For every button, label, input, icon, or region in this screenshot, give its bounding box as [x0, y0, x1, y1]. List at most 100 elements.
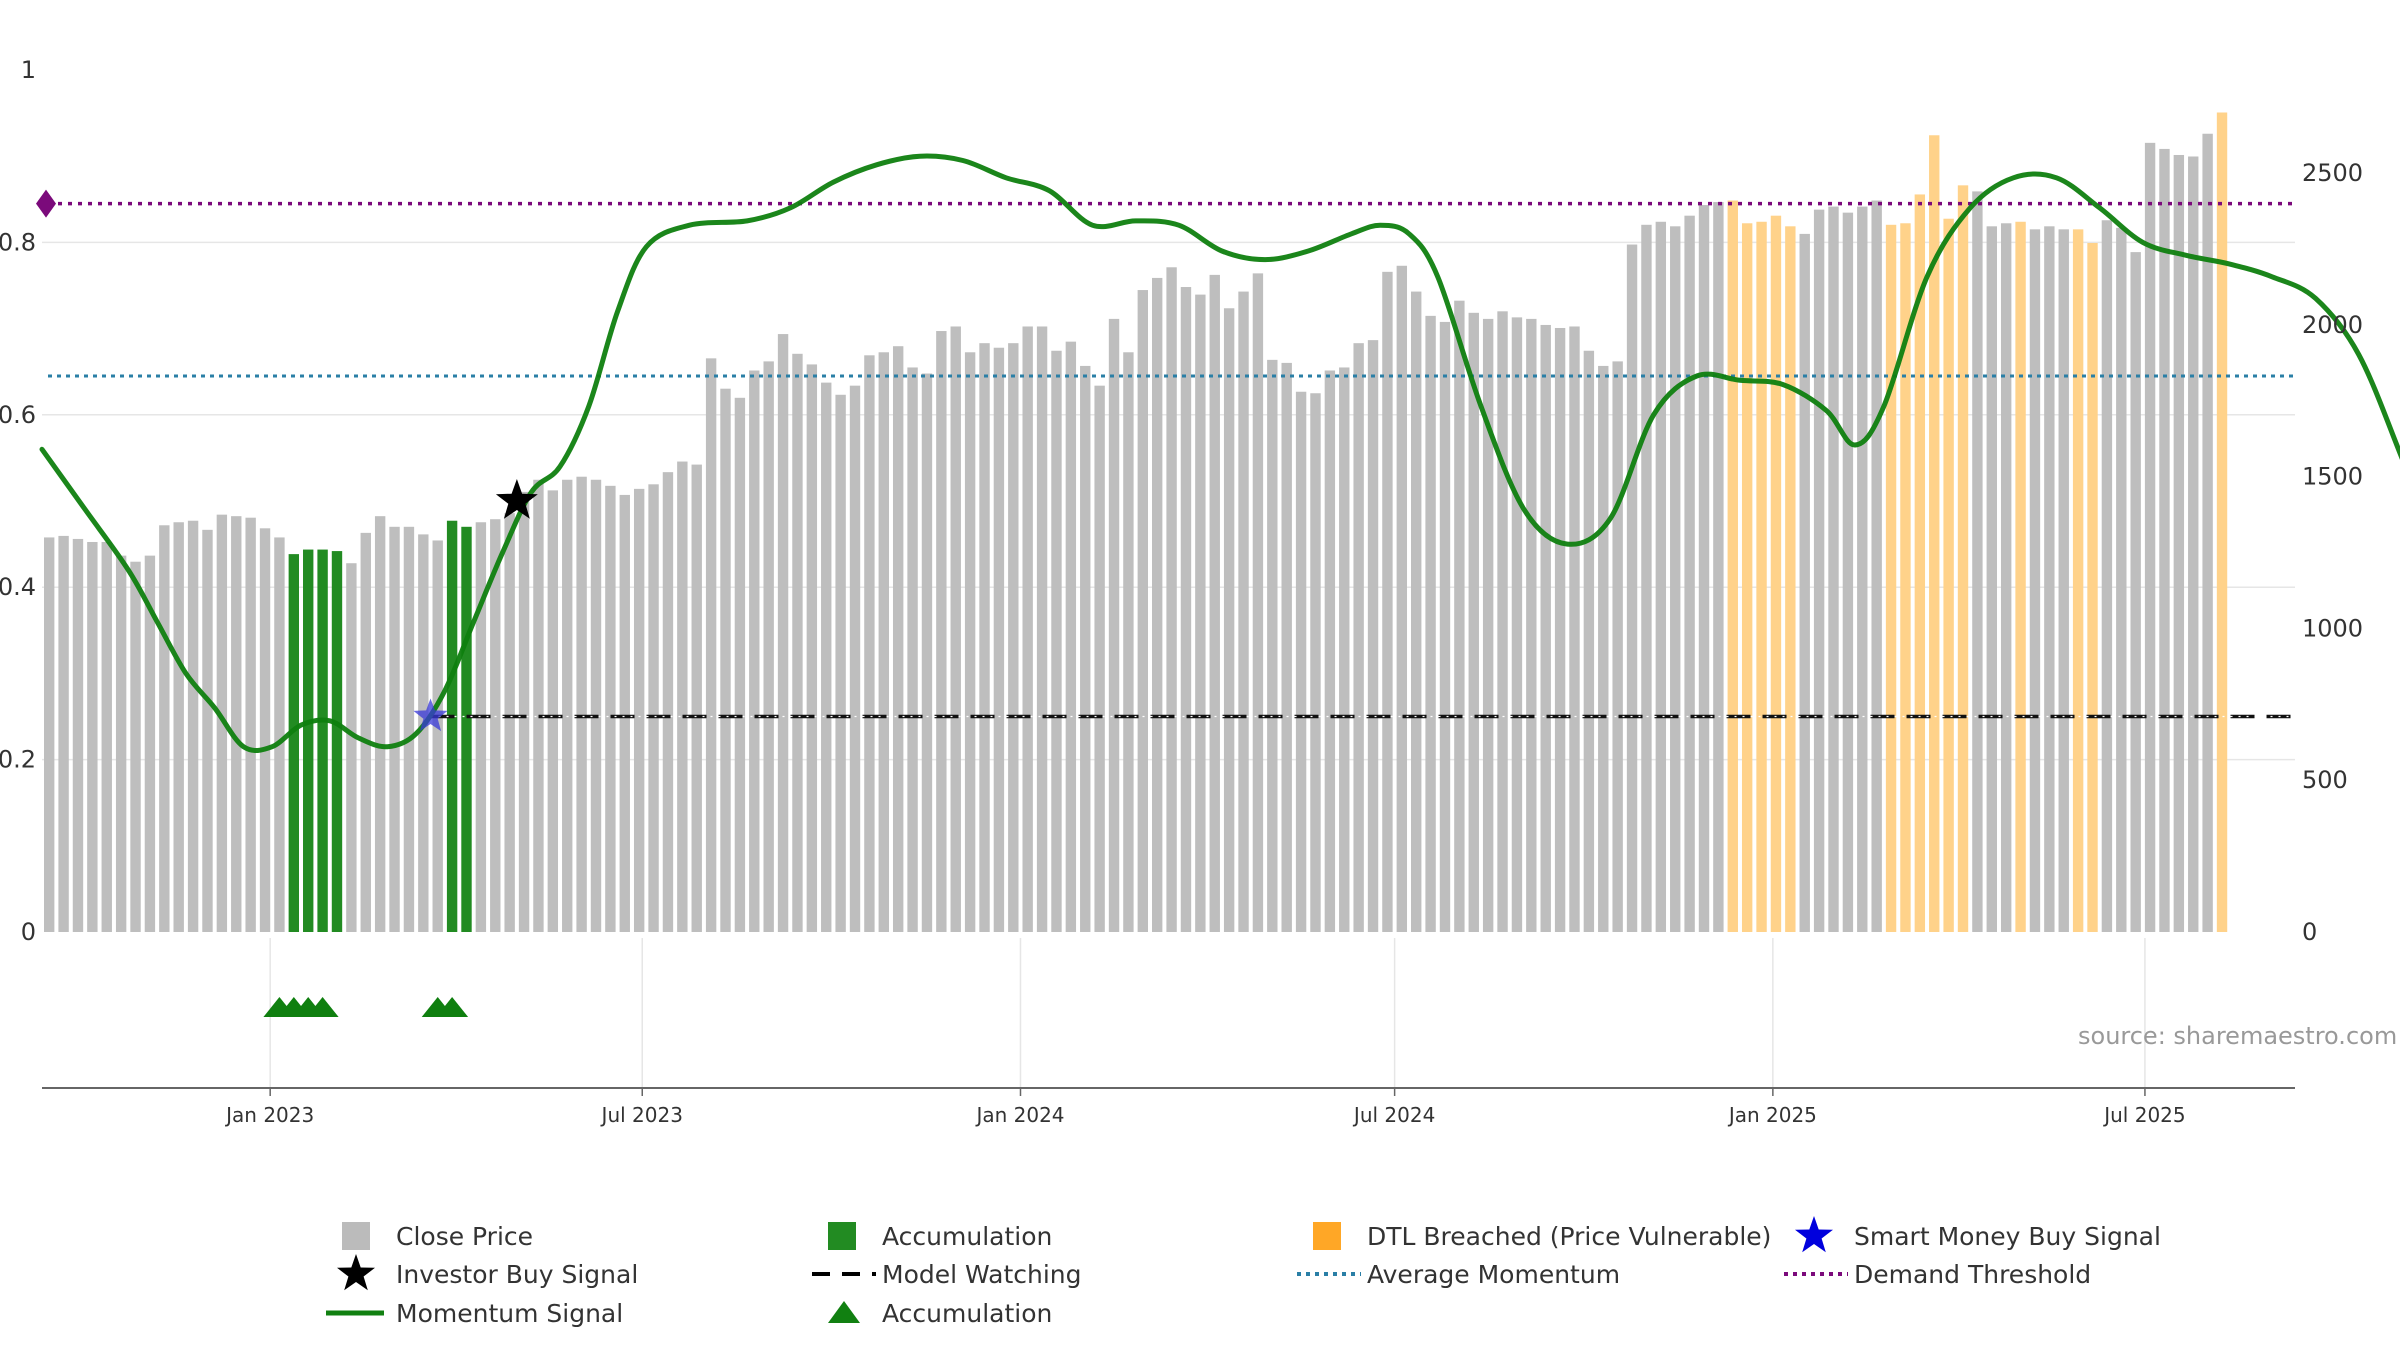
- price-bar: [1468, 312, 1479, 932]
- price-bar: [1022, 326, 1033, 932]
- left-tick-label: 0: [21, 918, 36, 946]
- signal-markers-layer: [263, 479, 538, 1017]
- legend-symbol-star: [337, 1254, 375, 1291]
- price-bar: [1497, 311, 1508, 932]
- price-bar: [979, 343, 990, 932]
- legend-symbol-star: [1795, 1216, 1833, 1253]
- price-bar: [1209, 274, 1220, 932]
- price-bar: [1972, 191, 1983, 932]
- price-bar: [993, 347, 1005, 933]
- price-bar: [518, 491, 530, 932]
- price-bar: [950, 326, 961, 932]
- price-bar: [1871, 200, 1882, 932]
- accumulation-bar: [446, 520, 458, 932]
- price-bar: [1238, 291, 1249, 932]
- price-bar: [1353, 343, 1364, 932]
- accumulation-bar: [303, 549, 314, 932]
- price-bar: [1698, 205, 1710, 932]
- price-bar: [705, 358, 717, 932]
- price-bar: [662, 472, 674, 932]
- price-bar: [677, 461, 688, 932]
- dtl-breached-bar: [2216, 112, 2228, 932]
- price-bar: [1108, 318, 1120, 932]
- price-bar: [475, 522, 487, 932]
- price-bar: [44, 537, 55, 932]
- axes-layer: 0 0.2 0.4 0.6 0.8 1 0 500 1000 1500 2000 2500 Jan 20…: [0, 56, 2363, 1127]
- legend-item: Average Momentum: [1297, 1260, 1620, 1289]
- price-bar: [2202, 133, 2213, 932]
- price-bar: [1569, 326, 1580, 932]
- price-bar: [374, 516, 386, 932]
- dtl-breached-bar: [2015, 221, 2026, 932]
- accumulation-triangle: [306, 997, 339, 1017]
- price-bar: [792, 353, 803, 933]
- price-bar: [936, 331, 947, 932]
- price-bar: [921, 373, 933, 932]
- price-bar: [1411, 291, 1422, 932]
- price-bar: [1267, 359, 1278, 932]
- legend-item: Investor Buy Signal: [337, 1254, 638, 1291]
- source-credit: source: sharemaestro.com: [2078, 1022, 2397, 1050]
- price-bar: [619, 494, 630, 932]
- price-bar: [1008, 343, 1019, 932]
- price-bar: [1986, 226, 1997, 933]
- legend-symbol-square: [342, 1222, 370, 1250]
- price-bar: [1713, 202, 1724, 933]
- legend-item: Accumulation: [828, 1299, 1052, 1328]
- price-bar: [1655, 221, 1667, 932]
- price-bar: [1626, 244, 1638, 932]
- legend-label: Average Momentum: [1367, 1260, 1620, 1289]
- price-bar: [2130, 252, 2141, 932]
- legend-item: Accumulation: [828, 1222, 1052, 1251]
- price-bar: [720, 388, 731, 933]
- price-bar: [1670, 226, 1681, 933]
- price-bar: [1065, 341, 1077, 933]
- dtl-breached-bar: [2072, 229, 2084, 933]
- price-bar: [1828, 206, 1839, 933]
- price-bar: [159, 525, 170, 932]
- dtl-breached-bar: [1741, 223, 1753, 932]
- dtl-breached-bar: [1785, 226, 1796, 933]
- legend-label: Accumulation: [882, 1222, 1052, 1251]
- price-bar: [763, 361, 774, 933]
- left-tick-label: 0.8: [0, 228, 36, 256]
- right-tick-label: 500: [2302, 766, 2348, 794]
- price-bar: [1813, 209, 1825, 932]
- right-tick-label: 1000: [2302, 614, 2363, 642]
- dtl-breached-bar: [1885, 224, 1897, 932]
- price-bar: [1295, 391, 1307, 932]
- legend: Close Price Accumulation DTL Breached (Pri…: [326, 1216, 2161, 1328]
- accumulation-bar: [461, 526, 472, 932]
- price-bar: [2101, 220, 2113, 933]
- price-bar: [605, 485, 616, 932]
- price-bar: [87, 541, 98, 932]
- price-bar: [1382, 271, 1393, 932]
- price-bar: [964, 352, 976, 932]
- price-bar: [576, 476, 587, 932]
- price-bar: [562, 479, 573, 932]
- price-bar: [878, 352, 889, 932]
- legend-item: Close Price: [342, 1222, 533, 1251]
- accumulation-bar: [288, 554, 300, 932]
- legend-symbol-triangle: [828, 1301, 860, 1323]
- legend-item: Smart Money Buy Signal: [1795, 1216, 2161, 1253]
- dtl-breached-bar: [1900, 223, 1911, 932]
- price-bar: [1857, 206, 1868, 933]
- price-bar: [2000, 223, 2012, 932]
- accumulation-bar: [331, 551, 343, 932]
- price-bar: [1799, 233, 1810, 932]
- price-bar: [1439, 321, 1451, 932]
- price-bar: [1454, 300, 1465, 933]
- price-bar: [1684, 215, 1695, 933]
- price-bar: [490, 519, 501, 932]
- price-bar: [2188, 156, 2199, 932]
- price-bar: [1511, 317, 1523, 932]
- legend-label: Investor Buy Signal: [396, 1260, 638, 1289]
- price-bar: [173, 522, 184, 932]
- price-bar: [547, 490, 559, 932]
- legend-label: Accumulation: [882, 1299, 1052, 1328]
- price-bar: [346, 563, 357, 932]
- left-tick-label: 0.4: [0, 573, 36, 601]
- price-bar: [1166, 267, 1177, 933]
